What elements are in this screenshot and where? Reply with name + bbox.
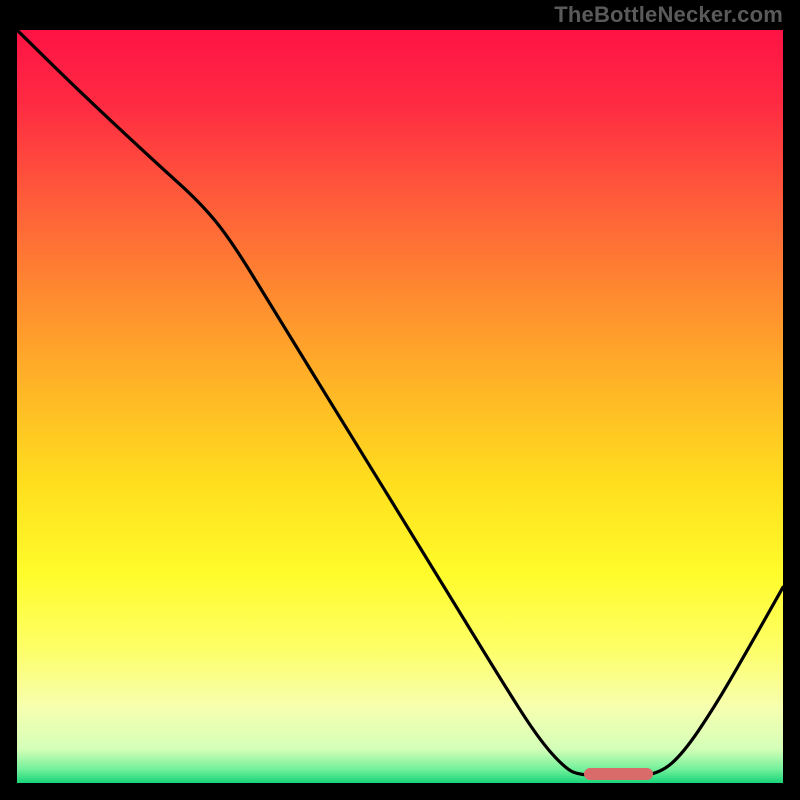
watermark-text: TheBottleNecker.com (554, 2, 783, 28)
bottleneck-curve (17, 30, 783, 783)
bottleneck-chart (17, 30, 783, 783)
optimal-range-marker (584, 768, 653, 780)
